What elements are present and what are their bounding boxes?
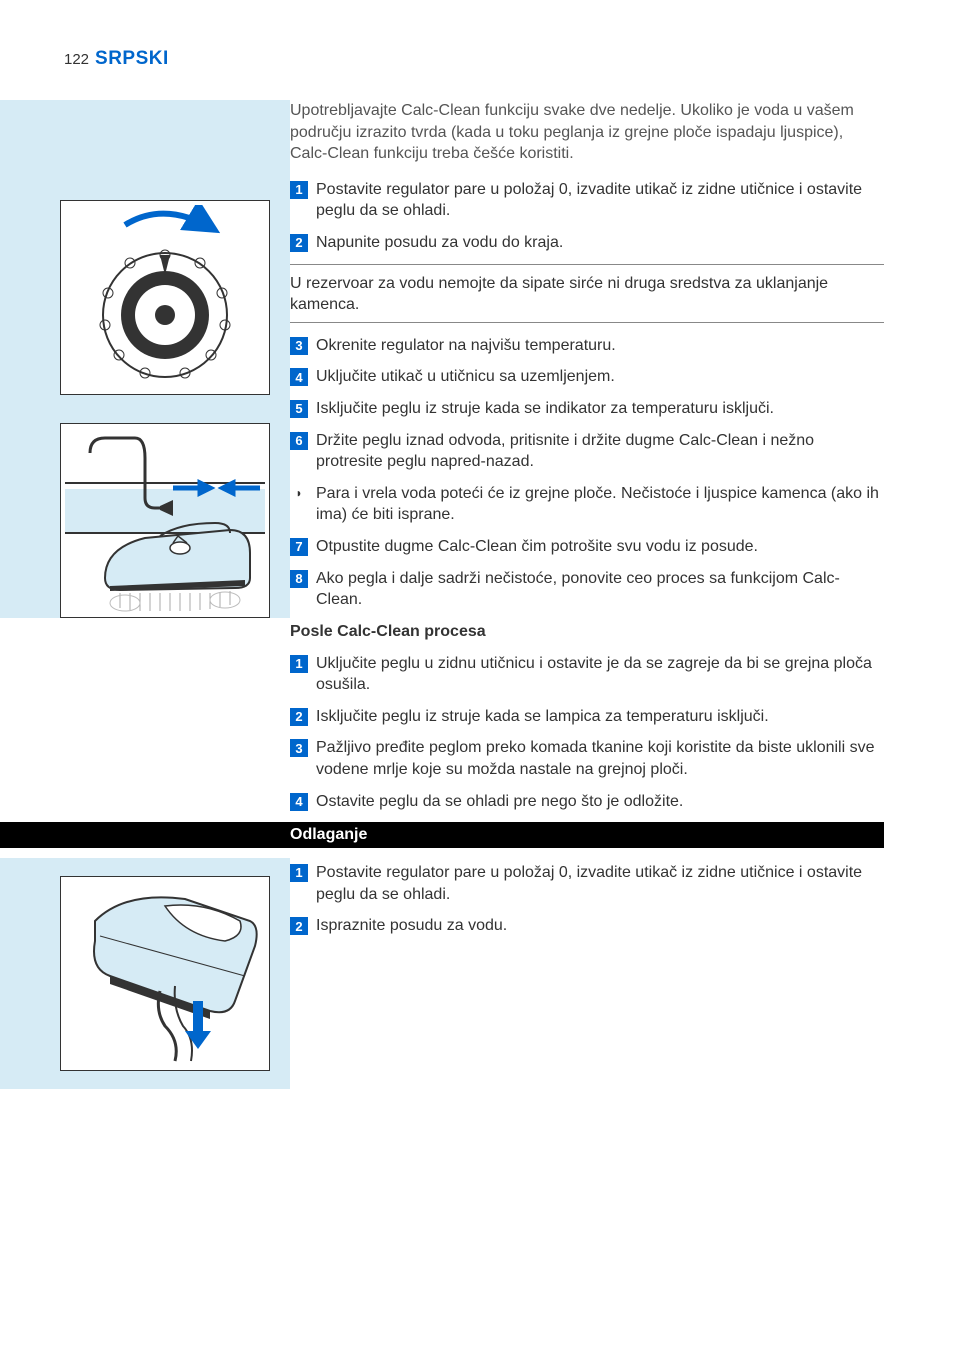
step-7: 7 Otpustite dugme Calc-Clean čim potroši… bbox=[290, 536, 884, 558]
storage-step-1: 1 Postavite regulator pare u položaj 0, … bbox=[290, 862, 884, 905]
section-heading-bar: Odlaganje bbox=[0, 822, 884, 848]
step-text: Ispraznite posudu za vodu. bbox=[316, 915, 884, 937]
step-5: 5 Isključite peglu iz struje kada se ind… bbox=[290, 398, 884, 420]
step-text: Uključite peglu u zidnu utičnicu i ostav… bbox=[316, 653, 884, 696]
post-step-3: 3 Pažljivo pređite peglom preko komada t… bbox=[290, 737, 884, 780]
bullet-text: Para i vrela voda poteći će iz grejne pl… bbox=[316, 483, 884, 526]
sub-heading: Posle Calc-Clean procesa bbox=[290, 623, 884, 641]
storage-step-2: 2 Ispraznite posudu za vodu. bbox=[290, 915, 884, 937]
step-text: Postavite regulator pare u položaj 0, iz… bbox=[316, 179, 884, 222]
page-header: 122 SRPSKI bbox=[0, 0, 954, 70]
step-text: Uključite utikač u utičnicu sa uzemljenj… bbox=[316, 366, 884, 388]
step-number-icon: 2 bbox=[290, 234, 308, 252]
step-6: 6 Držite peglu iznad odvoda, pritisnite … bbox=[290, 430, 884, 473]
step-text: Otpustite dugme Calc-Clean čim potrošite… bbox=[316, 536, 884, 558]
step-8: 8 Ako pegla i dalje sadrži nečistoće, po… bbox=[290, 568, 884, 611]
step-text: Isključite peglu iz struje kada se lampi… bbox=[316, 706, 884, 728]
main-content: Upotrebljavajte Calc-Clean funkciju svak… bbox=[290, 100, 954, 1089]
sidebar-blue-block-1 bbox=[0, 100, 290, 618]
language-label: SRPSKI bbox=[95, 48, 169, 70]
step-text: Držite peglu iznad odvoda, pritisnite i … bbox=[316, 430, 884, 473]
intro-paragraph: Upotrebljavajte Calc-Clean funkciju svak… bbox=[290, 100, 884, 165]
step-text: Ostavite peglu da se ohladi pre nego što… bbox=[316, 791, 884, 813]
step-number-icon: 2 bbox=[290, 708, 308, 726]
page-number: 122 bbox=[64, 51, 89, 68]
step-text: Pažljivo pređite peglom preko komada tka… bbox=[316, 737, 884, 780]
step-text: Isključite peglu iz struje kada se indik… bbox=[316, 398, 884, 420]
post-step-1: 1 Uključite peglu u zidnu utičnicu i ost… bbox=[290, 653, 884, 696]
warning-note: U rezervoar za vodu nemojte da sipate si… bbox=[290, 264, 884, 323]
sidebar-blue-block-2 bbox=[0, 858, 290, 1089]
manual-page: 122 SRPSKI bbox=[0, 0, 954, 1354]
step-number-icon: 1 bbox=[290, 181, 308, 199]
step-3: 3 Okrenite regulator na najvišu temperat… bbox=[290, 335, 884, 357]
bullet-icon: ◗ bbox=[290, 485, 308, 501]
figure-dial bbox=[60, 200, 270, 395]
step-number-icon: 5 bbox=[290, 400, 308, 418]
step-number-icon: 4 bbox=[290, 793, 308, 811]
page-body: Upotrebljavajte Calc-Clean funkciju svak… bbox=[0, 70, 954, 1089]
step-number-icon: 1 bbox=[290, 655, 308, 673]
post-step-2: 2 Isključite peglu iz struje kada se lam… bbox=[290, 706, 884, 728]
step-number-icon: 3 bbox=[290, 337, 308, 355]
step-2: 2 Napunite posudu za vodu do kraja. bbox=[290, 232, 884, 254]
step-number-icon: 1 bbox=[290, 864, 308, 882]
step-number-icon: 8 bbox=[290, 570, 308, 588]
step-text: Ako pegla i dalje sadrži nečistoće, pono… bbox=[316, 568, 884, 611]
bullet-item: ◗ Para i vrela voda poteći će iz grejne … bbox=[290, 483, 884, 526]
step-text: Okrenite regulator na najvišu temperatur… bbox=[316, 335, 884, 357]
step-number-icon: 4 bbox=[290, 368, 308, 386]
post-step-4: 4 Ostavite peglu da se ohladi pre nego š… bbox=[290, 791, 884, 813]
figure-iron-empty bbox=[60, 876, 270, 1071]
figure-iron-steam bbox=[60, 423, 270, 618]
sidebar bbox=[0, 100, 290, 1089]
step-text: Napunite posudu za vodu do kraja. bbox=[316, 232, 884, 254]
step-number-icon: 3 bbox=[290, 739, 308, 757]
step-4: 4 Uključite utikač u utičnicu sa uzemlje… bbox=[290, 366, 884, 388]
step-text: Postavite regulator pare u položaj 0, iz… bbox=[316, 862, 884, 905]
step-number-icon: 6 bbox=[290, 432, 308, 450]
step-number-icon: 7 bbox=[290, 538, 308, 556]
step-number-icon: 2 bbox=[290, 917, 308, 935]
step-1: 1 Postavite regulator pare u položaj 0, … bbox=[290, 179, 884, 222]
